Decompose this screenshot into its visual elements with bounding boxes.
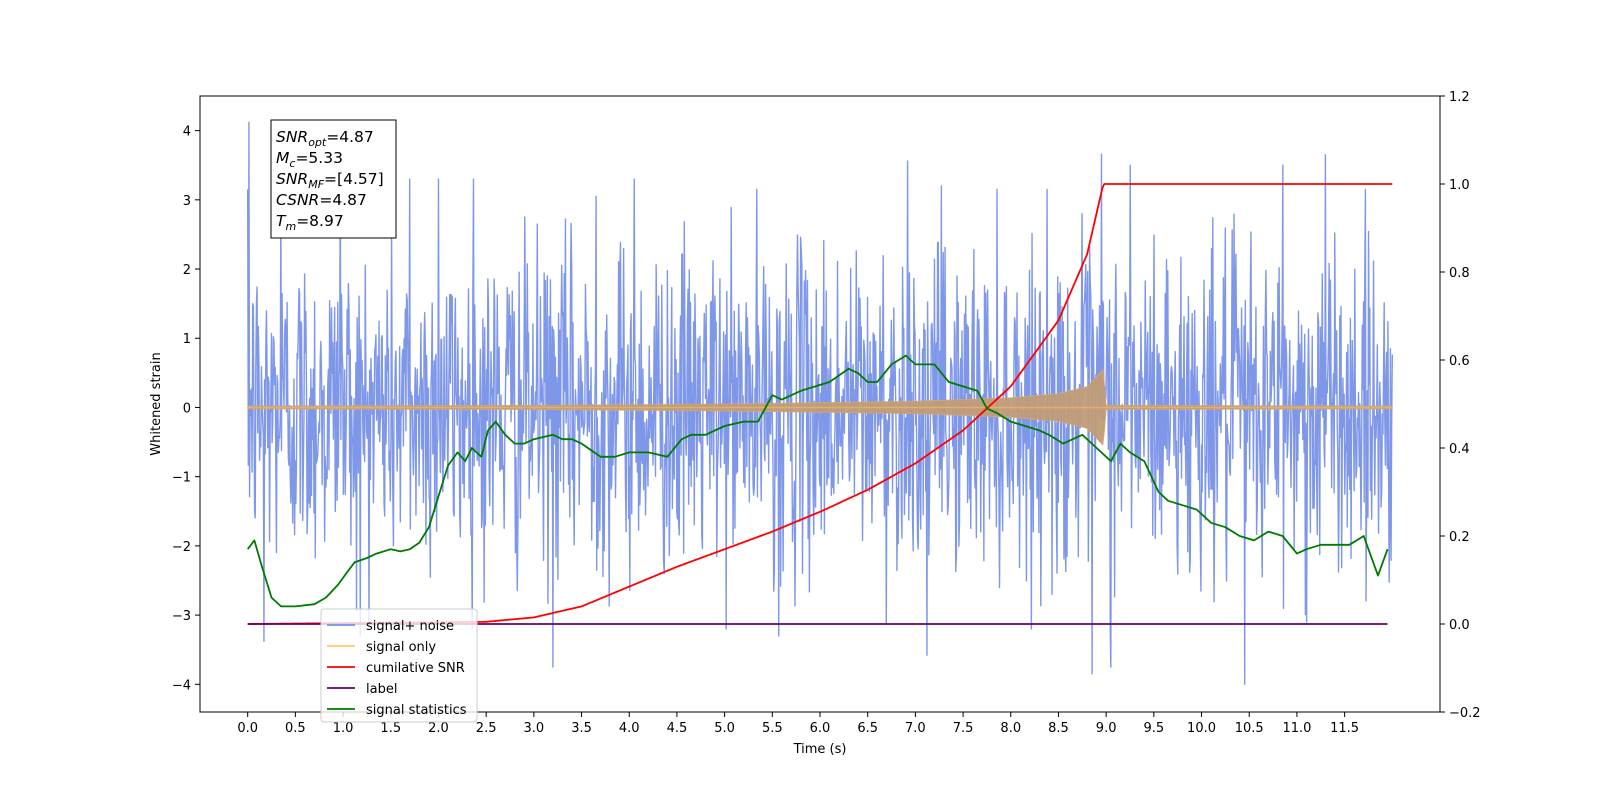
annotation-box-frame [270, 119, 397, 239]
y2-tick-label: 1.2 [1449, 90, 1470, 105]
x-tick-label: 6.0 [810, 721, 831, 736]
x-tick-label: 4.0 [619, 721, 640, 736]
x-tick-label: 8.0 [1000, 721, 1021, 736]
x-tick-label: 9.5 [1144, 721, 1165, 736]
legend-label: signal only [366, 640, 436, 655]
series-signal-only [247, 368, 1393, 446]
legend-label: signal+ noise [366, 619, 454, 634]
x-tick-label: 8.5 [1048, 721, 1069, 736]
y2-tick-label: −0.2 [1449, 706, 1481, 721]
x-tick-label: 0.0 [237, 721, 258, 736]
y-tick-label: 1 [183, 332, 191, 347]
x-tick-label: 10.5 [1235, 721, 1264, 736]
x-tick-label: 11.5 [1330, 721, 1359, 736]
y-tick-label: 3 [183, 194, 191, 209]
y2-tick-label: 0.6 [1449, 354, 1470, 369]
x-axis-label: Time (s) [793, 742, 847, 757]
legend-label: label [366, 682, 397, 697]
annotation-snr_opt: SNRopt=4.87 [276, 128, 374, 149]
x-tick-label: 10.0 [1187, 721, 1216, 736]
y2-tick-label: 0.4 [1449, 442, 1470, 457]
y2-tick-label: 0.0 [1449, 618, 1470, 633]
x-tick-label: 11.0 [1282, 721, 1311, 736]
series-signal-statistics [246, 354, 1389, 608]
annotation-mc: Mc=5.33 [276, 149, 343, 170]
y2-tick-label: 0.2 [1449, 530, 1470, 545]
y-tick-label: 2 [183, 263, 191, 278]
x-tick-label: 6.5 [857, 721, 878, 736]
y-axis-label: Whitened strain [149, 352, 164, 455]
tick-marks: 0.0 0.5 1.0 1.5 2.0 2.5 3.0 3.5 4.0 4.5 5.0 5.5 6.0 6… [172, 90, 1481, 736]
x-tick-label: 0.5 [285, 721, 306, 736]
x-tick-label: 4.5 [667, 721, 688, 736]
x-tick-label: 7.5 [953, 721, 974, 736]
x-tick-label: 5.5 [762, 721, 783, 736]
y-tick-label: 4 [183, 125, 191, 140]
x-tick-label: 3.0 [524, 721, 545, 736]
y-tick-label: 0 [183, 401, 191, 416]
y-tick-label: −1 [172, 471, 191, 486]
x-tick-label: 1.5 [380, 721, 401, 736]
x-tick-label: 3.5 [571, 721, 592, 736]
series-signal-noise [246, 121, 1394, 686]
annotation-tm: Tm=8.97 [276, 212, 344, 233]
legend: signal+ noise signal only cumilative SNR la… [320, 608, 478, 723]
y2-tick-label: 0.8 [1449, 266, 1470, 281]
annotation-csnr: CSNR=4.87 [276, 191, 367, 209]
x-tick-label: 5.0 [714, 721, 735, 736]
y-tick-label: −3 [172, 609, 191, 624]
y2-tick-label: 1.0 [1449, 178, 1470, 193]
annotation-snr_mf: SNRMF=[4.57] [276, 170, 384, 191]
legend-frame [320, 608, 478, 723]
x-tick-label: 2.0 [428, 721, 449, 736]
x-tick-label: 1.0 [333, 721, 354, 736]
x-tick-label: 9.0 [1096, 721, 1117, 736]
legend-label: signal statistics [366, 703, 467, 718]
x-tick-label: 2.5 [476, 721, 497, 736]
y-tick-label: −4 [172, 678, 191, 693]
y-tick-label: −2 [172, 540, 191, 555]
x-tick-label: 7.0 [905, 721, 926, 736]
legend-label: cumilative SNR [366, 661, 465, 676]
